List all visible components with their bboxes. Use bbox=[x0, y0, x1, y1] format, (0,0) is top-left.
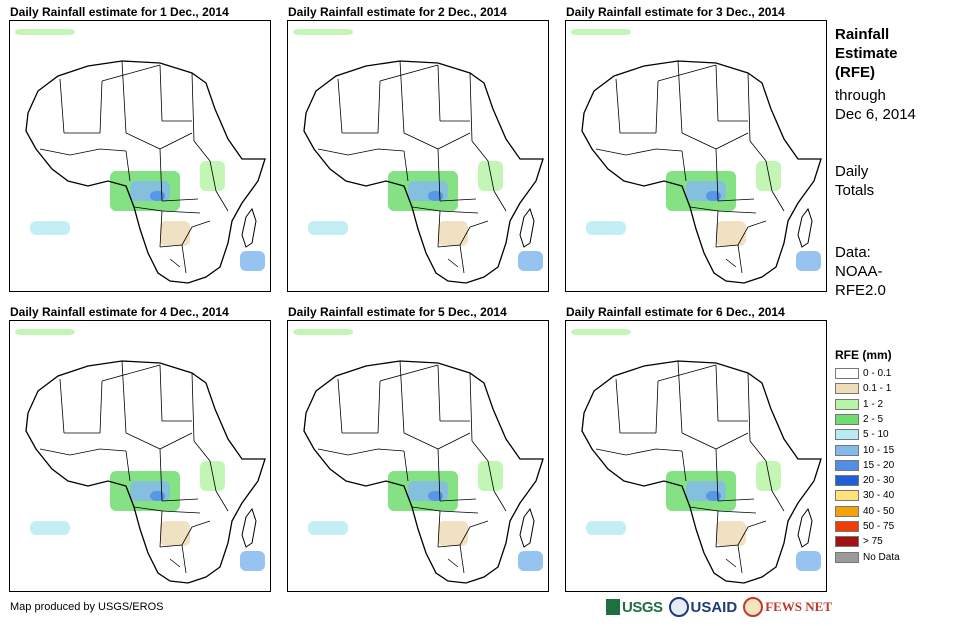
panel-title-3: Daily Rainfall estimate for 3 Dec., 2014 bbox=[566, 5, 785, 19]
legend-label: 1 - 2 bbox=[863, 398, 884, 410]
legend-item: 10 - 15 bbox=[835, 444, 894, 457]
rainfall-map-4 bbox=[9, 320, 271, 592]
legend-item: 1 - 2 bbox=[835, 398, 883, 411]
through-date: through Dec 6, 2014 bbox=[835, 86, 960, 124]
data-source-line: RFE2.0 bbox=[835, 282, 886, 299]
usgs-logo-text: USGS bbox=[622, 598, 663, 616]
rainfall-map-6 bbox=[565, 320, 827, 592]
legend-label: 0.1 - 1 bbox=[863, 383, 892, 395]
map-credit: Map produced by USGS/EROS bbox=[10, 601, 164, 613]
legend-label: 50 - 75 bbox=[863, 521, 895, 532]
daily-totals-line: Daily bbox=[835, 163, 869, 180]
legend-label: 10 - 15 bbox=[863, 444, 895, 456]
side-title-line: (RFE) bbox=[835, 64, 875, 81]
legend-item: > 75 bbox=[835, 535, 883, 548]
daily-totals: Daily Totals bbox=[835, 162, 960, 200]
legend-label: No Data bbox=[863, 551, 900, 563]
legend-label: 0 - 0.1 bbox=[863, 368, 892, 379]
legend-item: No Data bbox=[835, 551, 900, 564]
legend-swatch bbox=[835, 536, 859, 548]
legend-label: 40 - 50 bbox=[863, 505, 895, 517]
legend-label: 15 - 20 bbox=[863, 459, 895, 471]
side-title: Rainfall Estimate (RFE) bbox=[835, 25, 955, 82]
agency-logos: USGS USAID FEWS NET bbox=[606, 593, 838, 621]
panel-title-1: Daily Rainfall estimate for 1 Dec., 2014 bbox=[10, 5, 229, 19]
legend-item: 0.1 - 1 bbox=[835, 382, 891, 395]
rainfall-map-2 bbox=[287, 20, 549, 292]
legend-swatch bbox=[835, 490, 859, 502]
daily-totals-line: Totals bbox=[835, 182, 875, 199]
legend-item: 2 - 5 bbox=[835, 413, 883, 426]
fews-net-logo-text: FEWS NET bbox=[765, 599, 833, 614]
panel-title-4: Daily Rainfall estimate for 4 Dec., 2014 bbox=[10, 305, 229, 319]
side-title-line: Estimate bbox=[835, 45, 898, 62]
data-source-line: Data: bbox=[835, 244, 871, 261]
usaid-logo-text: USAID bbox=[690, 598, 738, 616]
legend-label: 30 - 40 bbox=[863, 490, 895, 502]
legend-item: 50 - 75 bbox=[835, 520, 894, 533]
legend-item: 30 - 40 bbox=[835, 489, 894, 502]
legend-swatch bbox=[835, 505, 859, 517]
legend-swatch bbox=[835, 413, 859, 425]
data-source-line: NOAA- bbox=[835, 263, 883, 280]
panel-title-2: Daily Rainfall estimate for 2 Dec., 2014 bbox=[288, 5, 507, 19]
legend-swatch bbox=[835, 475, 859, 487]
legend-item: 0 - 0.1 bbox=[835, 367, 891, 380]
legend-swatch bbox=[835, 429, 859, 441]
legend-swatch bbox=[835, 444, 859, 456]
rainfall-map-3 bbox=[565, 20, 827, 292]
legend-label: 20 - 30 bbox=[863, 475, 895, 487]
legend-item: 15 - 20 bbox=[835, 459, 894, 472]
rainfall-map-5 bbox=[287, 320, 549, 592]
legend-item: 40 - 50 bbox=[835, 505, 894, 518]
through-label: through bbox=[835, 87, 886, 104]
fews-net-logo: FEWS NET bbox=[743, 597, 832, 617]
legend-item: 20 - 30 bbox=[835, 474, 894, 487]
legend-swatch bbox=[835, 551, 859, 563]
panel-title-5: Daily Rainfall estimate for 5 Dec., 2014 bbox=[288, 305, 507, 319]
through-value: Dec 6, 2014 bbox=[835, 106, 916, 123]
legend-swatch bbox=[835, 521, 859, 532]
side-title-line: Rainfall bbox=[835, 26, 890, 43]
legend-swatch bbox=[835, 383, 859, 395]
usgs-logo: USGS bbox=[606, 599, 663, 616]
legend-swatch bbox=[835, 459, 859, 471]
legend-item: 5 - 10 bbox=[835, 428, 889, 441]
rainfall-map-1 bbox=[9, 20, 271, 292]
data-source: Data: NOAA- RFE2.0 bbox=[835, 243, 960, 300]
legend-label: 2 - 5 bbox=[863, 413, 884, 425]
legend-swatch bbox=[835, 368, 859, 379]
legend-label: 5 - 10 bbox=[863, 429, 889, 441]
legend-swatch bbox=[835, 398, 859, 410]
panel-title-6: Daily Rainfall estimate for 6 Dec., 2014 bbox=[566, 305, 785, 319]
legend-title: RFE (mm) bbox=[835, 348, 892, 362]
usaid-logo: USAID bbox=[668, 597, 738, 617]
legend-label: > 75 bbox=[863, 536, 883, 548]
